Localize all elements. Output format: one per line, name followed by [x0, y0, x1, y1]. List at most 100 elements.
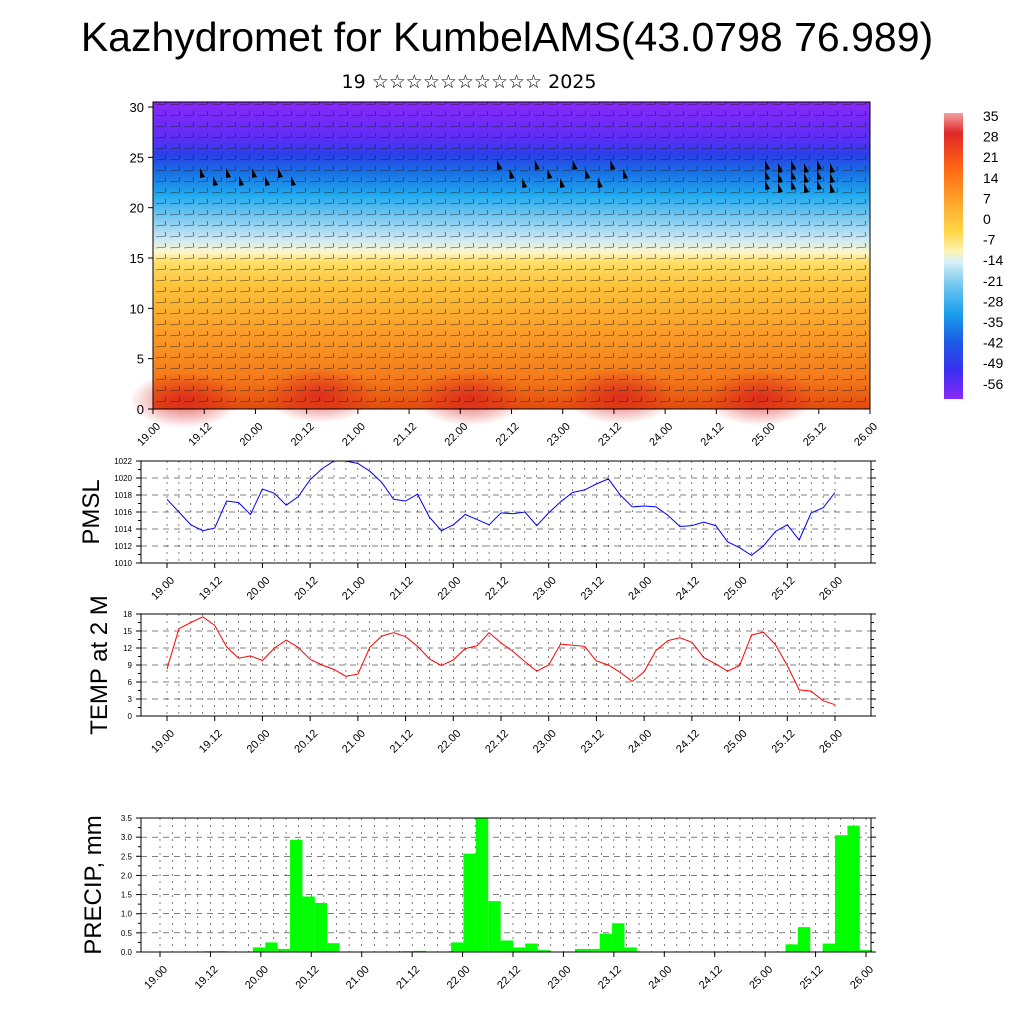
wind-flag-marker: [778, 163, 783, 173]
heatmap-y-tick-label: 30: [130, 100, 144, 115]
precip-bar: [488, 901, 501, 952]
y-tick-label: 0.0: [121, 948, 133, 957]
heatmap-y-tick-label: 20: [130, 201, 144, 216]
x-tick-label: 22.00: [435, 728, 463, 756]
x-tick-label: 23.00: [531, 728, 559, 756]
wind-flag-marker: [610, 160, 616, 170]
y-tick-label: 1.5: [121, 891, 133, 900]
wind-flag-marker: [830, 183, 835, 193]
x-tick-label: 23.12: [596, 964, 624, 992]
heatmap-y-tick-label: 10: [130, 301, 144, 316]
y-tick-label: 1016: [114, 508, 132, 517]
wind-flag-marker: [278, 168, 283, 178]
x-tick-label: 24.12: [674, 575, 702, 603]
chart-subtitle: 19 ☆☆☆☆☆☆☆☆☆☆ 2025: [341, 71, 597, 93]
colorbar-tick-label: -42: [983, 335, 1003, 351]
y-axis-label: PRECIP, mm: [80, 815, 107, 955]
x-tick-label: 24.00: [626, 575, 654, 603]
colorbar-tick-label: -49: [983, 355, 1003, 371]
heatmap-x-tick-label: 20.00: [238, 421, 266, 449]
x-tick-label: 20.00: [245, 728, 273, 756]
heatmap-x-tick-label: 22.12: [494, 421, 522, 449]
heatmap-x-tick-label: 21.00: [340, 421, 368, 449]
y-tick-label: 12: [123, 644, 132, 653]
x-tick-label: 24.00: [626, 728, 654, 756]
wind-flag-marker: [830, 163, 835, 173]
colorbar-tick-label: -35: [983, 314, 1003, 330]
precip-bar: [624, 947, 637, 952]
x-tick-label: 21.00: [344, 964, 372, 992]
precip-bar: [265, 942, 278, 952]
x-tick-label: 22.00: [445, 964, 473, 992]
wind-flag-marker: [791, 170, 796, 180]
precip-bar: [599, 933, 613, 952]
x-tick-label: 19.00: [149, 575, 177, 603]
colorbar-tick-label: -28: [983, 293, 1003, 309]
heatmap-x-tick-label: 21.12: [391, 421, 419, 449]
x-tick-label: 26.00: [817, 728, 845, 756]
y-tick-label: 2.0: [121, 871, 133, 880]
y-axis-label: TEMP at 2 M: [86, 595, 113, 735]
y-tick-label: 15: [123, 627, 132, 636]
heatmap-x-tick-label: 23.12: [596, 421, 624, 449]
x-tick-label: 25.12: [798, 964, 826, 992]
wind-flag-marker: [623, 169, 628, 179]
wind-flag-marker: [765, 160, 770, 170]
precip-bar: [513, 947, 526, 952]
x-tick-label: 23.00: [531, 575, 559, 603]
heatmap-x-tick-label: 25.12: [801, 421, 829, 449]
series-line: [166, 460, 836, 557]
wind-flag-marker: [200, 168, 205, 178]
precip-bar: [797, 927, 811, 952]
x-tick-label: 25.00: [747, 964, 775, 992]
x-tick-label: 23.12: [579, 575, 607, 603]
y-tick-label: 1012: [114, 542, 132, 551]
wind-flag-marker: [817, 170, 822, 180]
x-tick-label: 25.00: [722, 575, 750, 603]
precip-bar: [314, 902, 328, 952]
wind-flag-marker: [791, 180, 796, 190]
colorbar-fill: [944, 113, 963, 399]
x-tick-label: 22.12: [495, 964, 523, 992]
precip-bar: [451, 942, 464, 952]
precip-bar: [277, 948, 291, 952]
wind-flag-marker: [830, 173, 835, 183]
precip-bar: [475, 818, 489, 952]
pmsl-panel: 1010 1012 1014 1016 1018 1020 1022 19.00 19.12 20…: [78, 457, 876, 603]
precip-bar: [859, 950, 873, 952]
precip-bar: [847, 825, 860, 952]
x-tick-label: 21.12: [394, 964, 422, 992]
y-axis-label: PMSL: [78, 479, 105, 544]
heatmap-y-tick-label: 15: [130, 251, 144, 266]
colorbar-tick-label: 21: [983, 149, 999, 165]
wind-flag-marker: [239, 176, 244, 186]
y-tick-label: 9: [128, 661, 133, 670]
wind-flag-marker: [817, 180, 822, 190]
x-tick-label: 19.12: [193, 964, 221, 992]
colorbar-tick-label: 7: [983, 190, 991, 206]
wind-flag-marker: [817, 160, 822, 170]
x-tick-label: 21.12: [388, 728, 416, 756]
precip-panel: 0.0 0.5 1.0 1.5 2.0 2.5 3.0 3.5 19.00 19.12 20.00 2…: [80, 814, 876, 992]
wind-flag-marker: [804, 183, 809, 193]
wind-flag-marker: [804, 163, 809, 173]
wind-flag-marker: [778, 183, 783, 193]
x-tick-label: 19.00: [149, 728, 177, 756]
y-tick-label: 3.5: [121, 814, 133, 823]
y-tick-label: 6: [128, 678, 133, 687]
wind-flag-marker: [226, 168, 231, 178]
wind-flag-marker: [804, 173, 809, 183]
y-tick-label: 18: [123, 610, 132, 619]
y-tick-label: 3: [128, 695, 133, 704]
precip-bar: [290, 839, 303, 952]
wind-flag-marker: [213, 176, 218, 186]
y-tick-label: 1010: [114, 559, 132, 568]
x-tick-label: 19.12: [197, 728, 225, 756]
wind-flag-marker: [252, 168, 257, 178]
chart-title: Kazhydromet for KumbelAMS(43.0798 76.989…: [80, 14, 934, 60]
x-tick-label: 23.12: [579, 728, 607, 756]
wind-flag-marker: [560, 178, 565, 188]
x-tick-label: 25.12: [769, 575, 797, 603]
x-tick-label: 20.12: [293, 964, 321, 992]
precip-bar: [525, 943, 538, 952]
